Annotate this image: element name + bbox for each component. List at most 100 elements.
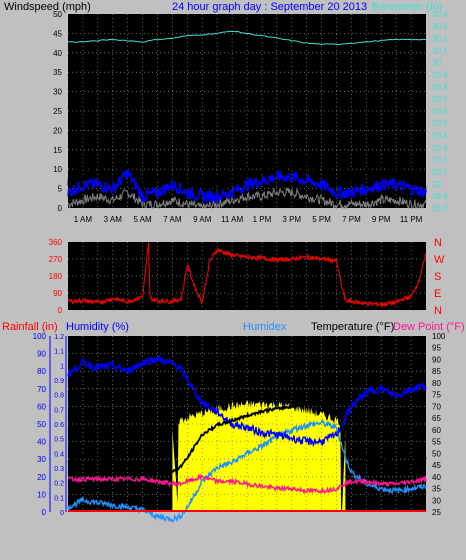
temperature-y-tick-label: 95 [432, 344, 441, 353]
barometer-y-tick-label: 29.6 [432, 107, 448, 116]
barometer-y-tick-label: 29.7 [432, 95, 448, 104]
rainfall-y-axis: 0 0.1 0.2 0.3 0.4 0.5 0.6 0.7 0.8 0.9 1 1.1 1.2 [54, 334, 67, 517]
wind-x-axis: 1 AM 3 AM 5 AM 7 AM 9 AM 11 AM 1 PM 3 PM 5 PM 7 P… [74, 215, 423, 224]
x-tick-label: 9 PM [372, 215, 391, 224]
series-barometer [67, 30, 427, 46]
temperature-y-tick-label: 85 [432, 367, 441, 376]
wind-panel-grid [68, 14, 426, 208]
series-dewpoint [67, 473, 427, 494]
solar-area [172, 400, 346, 512]
barometer-y-tick-label: 29.8 [432, 83, 448, 92]
series-temperature [67, 401, 427, 476]
temperature-y-tick-label: 50 [432, 449, 441, 458]
x-tick-label: 1 AM [74, 215, 93, 224]
x-tick-label: 7 PM [342, 215, 361, 224]
wind-y-tick-label: 40 [53, 49, 62, 58]
temperature-y-tick-label: 35 [432, 485, 441, 494]
barometer-axis-title: Barometer (in) [372, 1, 442, 13]
temperature-y-tick-label: 75 [432, 391, 441, 400]
temperature-y-tick-label: 25 [432, 508, 441, 517]
wind-y-tick-label: 35 [53, 68, 62, 77]
rainfall-y-tick-label: 0.8 [54, 393, 64, 400]
x-tick-label: 11 PM [400, 215, 423, 224]
x-tick-label: 3 PM [282, 215, 301, 224]
temperature-y-tick-label: 65 [432, 414, 441, 423]
temperature-y-tick-label: 70 [432, 402, 441, 411]
rainfall-y-tick-label: 0.2 [54, 481, 64, 488]
x-tick-label: 1 PM [253, 215, 272, 224]
rainfall-y-tick-label: 0.4 [54, 451, 64, 458]
temperature-y-tick-label: 90 [432, 355, 441, 364]
wind-y-tick-label: 10 [53, 165, 62, 174]
compass-label: S [434, 271, 441, 283]
barometer-y-tick-label: 29.3 [432, 143, 448, 152]
x-tick-label: 9 AM [193, 215, 212, 224]
temperature-y-tick-label: 40 [432, 473, 441, 482]
temperature-y-tick-label: 45 [432, 461, 441, 470]
humidity-y-tick-label: 30 [37, 455, 46, 464]
direction-y-tick-label: 0 [58, 306, 63, 315]
rainfall-y-tick-label: 0.7 [54, 407, 64, 414]
rainfall-y-tick-label: 1 [60, 363, 64, 370]
humidity-y-tick-label: 0 [42, 508, 47, 517]
barometer-y-tick-label: 28.9 [432, 192, 448, 201]
rainfall-y-tick-label: 0.5 [54, 437, 64, 444]
barometer-y-tick-label: 29.2 [432, 156, 448, 165]
solar-radiation-area [172, 400, 346, 512]
x-tick-label: 5 PM [312, 215, 331, 224]
x-tick-label: 7 AM [163, 215, 182, 224]
wind-y-tick-label: 20 [53, 126, 62, 135]
direction-y-axis: 0 90 180 270 360 [49, 238, 63, 315]
compass-label: W [434, 254, 445, 266]
rainfall-y-tick-label: 0.1 [54, 495, 64, 502]
x-tick-label: 11 AM [221, 215, 243, 224]
rainfall-y-tick-label: 1.2 [54, 334, 64, 341]
barometer-y-tick-label: 30 [432, 59, 441, 68]
humidity-axis-title: Humidity (%) [66, 321, 129, 333]
direction-y-tick-label: 360 [49, 238, 63, 247]
series-humidex [67, 418, 427, 523]
direction-y-tick-label: 90 [53, 289, 62, 298]
series-wind-gust [67, 151, 427, 200]
humidity-y-tick-label: 100 [33, 332, 47, 341]
wind-y-tick-label: 50 [53, 10, 62, 19]
climate-panel-series [67, 353, 427, 523]
compass-label: N [434, 305, 442, 317]
humidity-y-tick-label: 90 [37, 350, 46, 359]
rainfall-y-tick-label: 0.3 [54, 466, 64, 473]
barometer-y-tick-label: 29 [432, 180, 441, 189]
wind-y-tick-label: 45 [53, 29, 62, 38]
humidity-y-tick-label: 40 [37, 438, 46, 447]
humidity-y-tick-label: 60 [37, 402, 46, 411]
humidity-y-tick-label: 10 [37, 490, 46, 499]
dewpoint-title: Dew Point (°F) [393, 321, 465, 333]
barometer-y-tick-label: 29.1 [432, 168, 448, 177]
direction-y-tick-label: 270 [49, 255, 63, 264]
barometer-y-tick-label: 30.4 [432, 10, 448, 19]
barometer-y-tick-label: 29.4 [432, 131, 448, 140]
temperature-y-tick-label: 60 [432, 426, 441, 435]
barometer-y-tick-label: 30.1 [432, 46, 448, 55]
rainfall-axis-title: Rainfall (in) [2, 321, 58, 333]
humidity-y-tick-label: 20 [37, 473, 46, 482]
direction-y-tick-label: 180 [49, 272, 63, 281]
wind-y-tick-label: 0 [58, 204, 63, 213]
humidity-y-tick-label: 50 [37, 420, 46, 429]
climate-panel-grid [68, 336, 426, 512]
barometer-y-tick-label: 30.2 [432, 34, 448, 43]
temperature-y-tick-label: 80 [432, 379, 441, 388]
x-tick-label: 3 AM [104, 215, 123, 224]
rainfall-y-tick-label: 0.9 [54, 378, 64, 385]
barometer-y-tick-label: 29.9 [432, 71, 448, 80]
series-direction [67, 242, 427, 308]
humidity-y-axis: 0 10 20 30 40 50 60 70 80 90 100 [33, 332, 51, 517]
wind-y-tick-label: 25 [53, 107, 62, 116]
humidex-title: Humidex [243, 321, 287, 333]
barometer-y-tick-label: 29.5 [432, 119, 448, 128]
series-wind-min [67, 186, 427, 210]
graph-title: 24 hour graph day : September 20 2013 [172, 1, 367, 13]
wind-y-axis: 0 5 10 15 20 25 30 35 40 45 50 [53, 10, 62, 213]
